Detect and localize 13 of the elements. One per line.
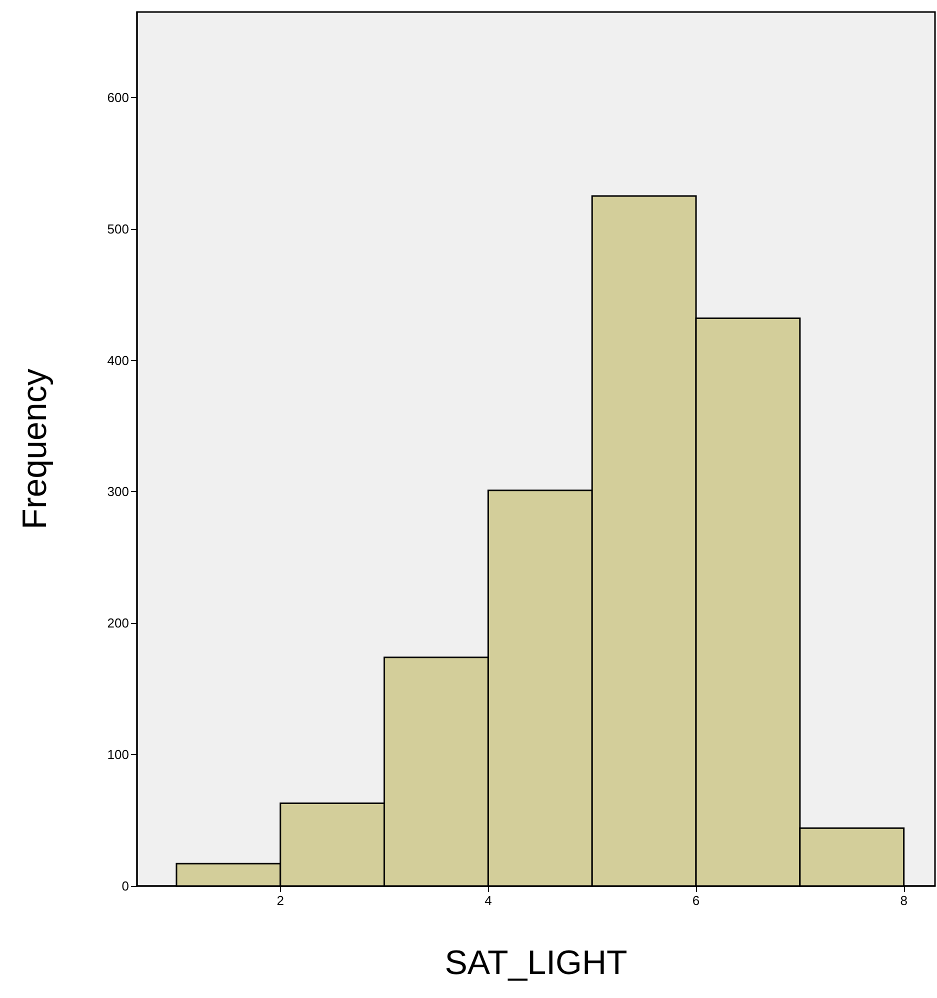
x-axis-title: SAT_LIGHT	[444, 944, 628, 982]
x-tick-label: 4	[484, 893, 492, 908]
y-tick-label: 100	[107, 747, 129, 762]
y-tick-label: 200	[107, 616, 129, 631]
x-tick-label: 6	[692, 893, 700, 908]
x-tick-label: 8	[900, 893, 908, 908]
y-tick-label: 0	[122, 878, 129, 894]
x-tick-label: 2	[276, 893, 284, 908]
y-tick-label: 300	[107, 484, 129, 500]
y-tick-label: 500	[107, 221, 129, 236]
y-tick-label: 600	[107, 90, 129, 105]
y-axis-title: Frequency	[16, 368, 54, 530]
y-tick-label: 400	[107, 352, 129, 368]
